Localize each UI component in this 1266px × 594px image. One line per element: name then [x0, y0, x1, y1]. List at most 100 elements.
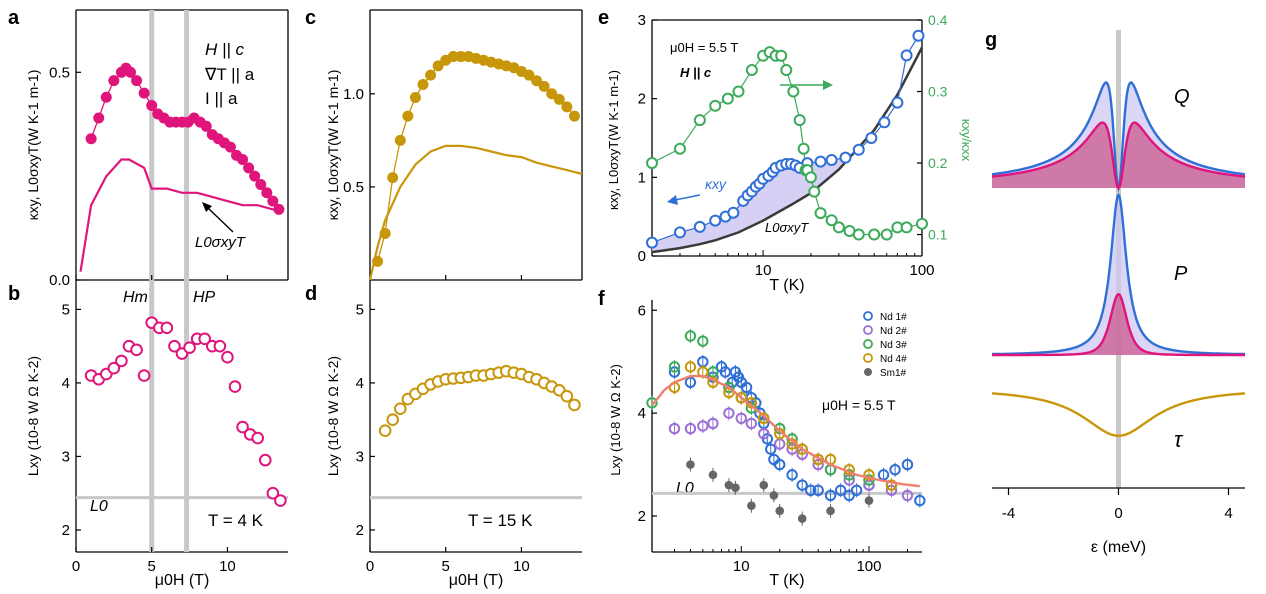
x-axis-label-b: μ0H (T) — [155, 572, 210, 589]
data-point-b-lxy — [251, 431, 265, 445]
data-point-e-kxy — [673, 226, 686, 239]
data-point-e-ratio — [880, 228, 893, 241]
data-point-f-nd-2- — [745, 417, 758, 430]
data-point-e-ratio — [868, 228, 881, 241]
data-point-f-nd-1- — [684, 376, 697, 388]
data-point-f-nd-2- — [723, 407, 735, 419]
x-tick-label-b: 10 — [219, 558, 236, 575]
arrow-to-left-axis — [674, 194, 701, 201]
data-point-e-kxy — [693, 220, 706, 233]
x-tick-label-e: 100 — [909, 262, 934, 279]
data-point-f-nd-1- — [812, 484, 824, 496]
curve-label-l0-sigma-t: L0σxyT — [195, 234, 247, 251]
panel-label-g: g — [985, 29, 997, 51]
data-point-c--xy — [561, 101, 573, 113]
data-point-a--xy — [125, 66, 137, 78]
y-axis-label-f: Lxy (10-8 W Ω K-2) — [608, 364, 623, 476]
legend-label-f: Nd 3# — [880, 340, 907, 351]
data-point-e-ratio — [797, 142, 810, 155]
curve-g-p-outer — [992, 192, 1245, 356]
legend-label-f: Nd 4# — [880, 354, 907, 365]
data-point-c--xy — [402, 110, 414, 122]
data-point-f-nd-2- — [758, 428, 770, 440]
data-point-f-sm1- — [864, 496, 874, 505]
legend-marker-f — [863, 311, 873, 321]
legend-marker-f — [863, 325, 873, 335]
x-tick-label-f: 100 — [856, 558, 881, 575]
data-point-f-sm1- — [775, 506, 785, 516]
y-right-tick-label-e: 0.2 — [928, 155, 948, 171]
annotation-temp-b: T = 4 K — [208, 511, 264, 530]
data-point-e-ratio — [804, 171, 817, 184]
x-axis-label-e: T (K) — [769, 277, 804, 294]
data-point-a--xy — [243, 162, 255, 174]
data-point-e-ratio — [693, 114, 706, 127]
series-line-a-l0-xyt — [79, 158, 284, 272]
arrow-head-right — [823, 80, 833, 90]
data-point-f-sm1- — [797, 514, 807, 523]
y-tick-label-d: 4 — [356, 375, 364, 392]
data-point-f-nd-4- — [796, 443, 808, 455]
data-point-f-nd-1- — [901, 458, 914, 471]
subplot-label-q: Q — [1174, 86, 1190, 108]
x-tick-label-d: 5 — [442, 558, 450, 575]
data-point-b-lxy — [266, 486, 280, 500]
annotation-kxy-e: κxy — [705, 176, 727, 192]
data-point-e-ratio — [646, 157, 658, 170]
data-point-e-ratio — [745, 64, 758, 77]
data-point-e-kxy — [865, 132, 878, 144]
data-point-e-ratio — [709, 99, 722, 112]
panel-label-d: d — [305, 283, 317, 305]
data-point-a--xy — [108, 75, 120, 87]
curve-g-p-inner — [992, 292, 1245, 357]
x-tick-label-g: -4 — [1002, 505, 1015, 522]
y-axis-label-d: Lxy (10-8 W Ω K-2) — [325, 356, 341, 476]
area-fill-g-p-inner — [992, 294, 1245, 355]
y-axis-label-e: κxy, L0σxyT(W K-1 m-1) — [606, 70, 621, 210]
data-point-c--xy — [425, 69, 437, 81]
arrow-head — [202, 202, 212, 212]
data-point-f-nd-2- — [707, 417, 719, 430]
data-point-f-sm1- — [724, 480, 734, 490]
data-point-f-nd-4- — [684, 361, 697, 373]
data-point-e-kxy — [900, 49, 913, 62]
data-point-f-nd-4- — [885, 479, 898, 491]
data-point-b-lxy — [221, 350, 234, 364]
legend-label-f: Nd 2# — [880, 326, 907, 337]
data-point-f-nd-1- — [850, 484, 863, 496]
panel-label-e: e — [598, 7, 609, 29]
x-tick-label-b: 5 — [148, 558, 156, 575]
data-point-e-ratio — [852, 228, 865, 241]
annotation-temp-d: T = 15 K — [468, 511, 533, 530]
data-point-c--xy — [546, 88, 558, 100]
data-point-f-nd-2- — [901, 489, 914, 502]
data-point-c--xy — [538, 80, 550, 92]
annotation-l0-b: L0 — [90, 498, 108, 515]
data-point-e-kxy — [839, 151, 852, 164]
data-point-c--xy — [409, 92, 421, 104]
data-point-a--xy — [267, 195, 279, 207]
data-point-e-ratio — [787, 85, 800, 98]
curve-g-- — [991, 392, 1246, 438]
x-axis-label-f: T (K) — [769, 572, 804, 589]
data-point-f-nd-4- — [758, 412, 770, 424]
data-point-f-nd-1- — [824, 489, 837, 502]
data-point-e-kxy — [891, 96, 904, 109]
data-point-c--xy — [394, 134, 406, 146]
annotation-h-c-e: H || c — [680, 65, 712, 80]
data-point-e-kxy — [878, 116, 891, 129]
data-point-b-lxy — [107, 361, 121, 375]
data-point-e-kxy — [727, 206, 740, 219]
data-point-f-sm1- — [731, 483, 740, 493]
data-point-f-nd-1- — [843, 489, 855, 502]
x-tick-label-e: 10 — [755, 262, 772, 279]
y-right-tick-label-e: 0.3 — [928, 84, 948, 100]
data-point-f-sm1- — [708, 470, 718, 480]
y-tick-label-e: 0 — [638, 248, 646, 265]
data-point-a--xy — [255, 178, 267, 190]
data-point-e-ratio — [775, 49, 788, 62]
data-point-c--xy — [568, 110, 580, 122]
x-axis-label-d: μ0H (T) — [449, 572, 504, 589]
panel-label-b: b — [8, 283, 20, 305]
